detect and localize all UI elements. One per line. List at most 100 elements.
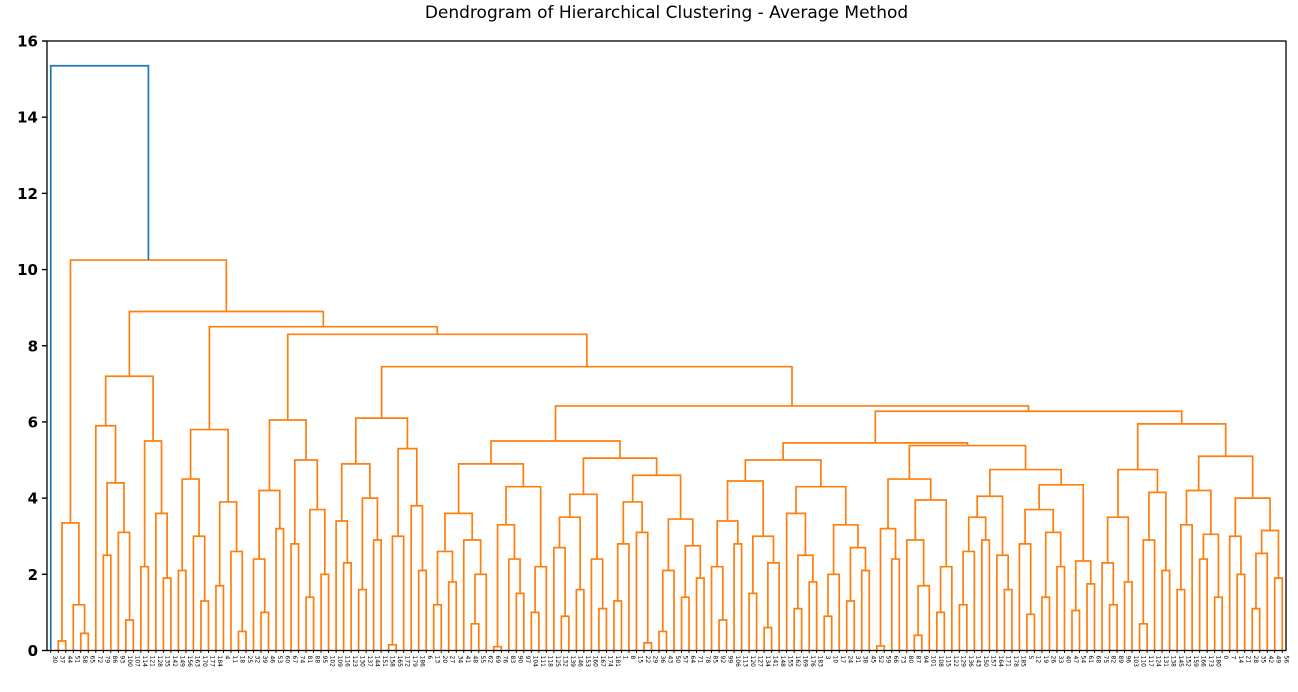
leaf-label: 13	[434, 656, 441, 664]
leaf-label: 162	[794, 656, 801, 668]
leaf-label: 61	[1087, 656, 1094, 664]
dendrogram-link	[1142, 539, 1156, 651]
dendrogram-link	[140, 565, 150, 651]
axes-spines	[46, 40, 1287, 652]
leaf-label: 55	[479, 656, 486, 664]
dendrogram-link	[622, 501, 643, 544]
dendrogram-link	[1024, 508, 1055, 544]
dendrogram-link	[1106, 516, 1130, 582]
leaf-label: 124	[1155, 656, 1162, 668]
leaf-label: 1	[621, 656, 628, 660]
dendrogram-link	[293, 459, 319, 544]
leaf-label: 121	[148, 656, 155, 668]
dendrogram-link	[667, 518, 694, 571]
dendrogram-link	[613, 600, 623, 651]
dendrogram-link	[996, 554, 1010, 651]
leaf-label: 45	[869, 656, 876, 664]
dendrogram-link	[558, 516, 581, 590]
leaf-label: 100	[126, 656, 133, 668]
leaf-label: 141	[772, 656, 779, 668]
leaf-label: 123	[351, 656, 358, 668]
leaf-label: 159	[1192, 656, 1199, 668]
leaf-label: 117	[1147, 656, 1154, 668]
dendrogram-link	[335, 520, 349, 651]
dendrogram-link	[372, 539, 382, 651]
leaf-label: 10	[832, 656, 839, 664]
leaf-label: 185	[1019, 656, 1026, 668]
leaf-label: 166	[1200, 656, 1207, 668]
dendrogram-link	[218, 501, 238, 586]
leaf-label: 152	[1185, 656, 1192, 668]
leaf-label: 49	[1275, 656, 1282, 664]
dendrogram-link	[354, 417, 409, 464]
dendrogram-link	[1197, 455, 1254, 499]
y-tick-label: 4	[28, 490, 38, 508]
leaf-label: 107	[133, 656, 140, 668]
leaf-label: 66	[892, 656, 899, 664]
leaf-label: 89	[1117, 656, 1124, 664]
leaf-label: 35	[1260, 656, 1267, 664]
dendrogram-link	[733, 542, 743, 651]
leaf-label: 54	[1080, 656, 1087, 664]
dendrogram-link	[718, 619, 728, 651]
dendrogram-link	[1213, 596, 1224, 651]
dendrogram-link	[962, 550, 976, 651]
leaf-label: 106	[734, 656, 741, 668]
leaf-label: 72	[96, 656, 103, 664]
dendrogram-link	[496, 523, 516, 647]
dendrogram-link	[710, 565, 724, 651]
leaf-label: 183	[817, 656, 824, 668]
dendrogram-link	[530, 611, 540, 651]
dendrogram-link	[1251, 607, 1261, 651]
dendrogram-link	[380, 365, 793, 419]
dendrogram-link	[125, 619, 135, 651]
leaf-label: 95	[321, 656, 328, 664]
dendrogram-link	[286, 333, 588, 421]
leaf-label: 7	[1230, 656, 1237, 660]
dendrogram-link	[268, 419, 307, 491]
dendrogram-link	[1260, 529, 1280, 579]
leaf-label: 148	[779, 656, 786, 668]
y-tick-label: 6	[28, 413, 38, 431]
dendrogram-link	[808, 581, 818, 651]
dendrogram-link	[252, 558, 266, 651]
dendrogram-link	[582, 457, 658, 495]
leaf-label: 56	[1282, 656, 1289, 664]
leaf-label: 58	[81, 656, 88, 664]
leaf-label: 146	[576, 656, 583, 668]
leaf-label: 73	[899, 656, 906, 664]
dendrogram-link	[748, 592, 758, 651]
y-tick-label: 8	[28, 337, 38, 355]
dendrogram-link	[914, 499, 948, 567]
dendrogram-link	[1086, 582, 1096, 651]
dendrogram-link	[474, 573, 488, 651]
leaf-label: 15	[636, 656, 643, 664]
y-tick-label: 10	[17, 261, 38, 279]
dendrogram-link	[117, 531, 131, 651]
leaf-label: 0	[1222, 656, 1229, 660]
leaf-label: 138	[1170, 656, 1177, 668]
dendrogram-link	[432, 603, 443, 651]
leaf-label: 21	[1245, 656, 1252, 664]
leaf-label: 99	[727, 656, 734, 664]
leaf-label: 5	[1027, 656, 1034, 660]
leaf-label: 173	[1207, 656, 1214, 668]
y-tick-label: 0	[28, 642, 38, 660]
dendrogram-link	[913, 634, 923, 651]
leaf-label: 115	[944, 656, 951, 668]
leaf-label: 150	[982, 656, 989, 668]
leaf-label: 85	[712, 656, 719, 664]
leaf-label: 33	[1057, 656, 1064, 664]
dendrogram-link	[1255, 552, 1269, 651]
dendrogram-link	[1138, 622, 1148, 651]
leaf-label: 127	[757, 656, 764, 668]
dendrogram-link	[658, 630, 668, 651]
dendrogram-link	[635, 531, 649, 651]
leaf-label: 90	[516, 656, 523, 664]
dendrogram-link	[845, 600, 856, 651]
plot-border	[46, 40, 1287, 652]
leaf-label: 59	[884, 656, 891, 664]
leaf-label: 104	[531, 656, 538, 668]
leaf-label: 19	[1042, 656, 1049, 664]
dendrogram-link	[989, 468, 1063, 497]
